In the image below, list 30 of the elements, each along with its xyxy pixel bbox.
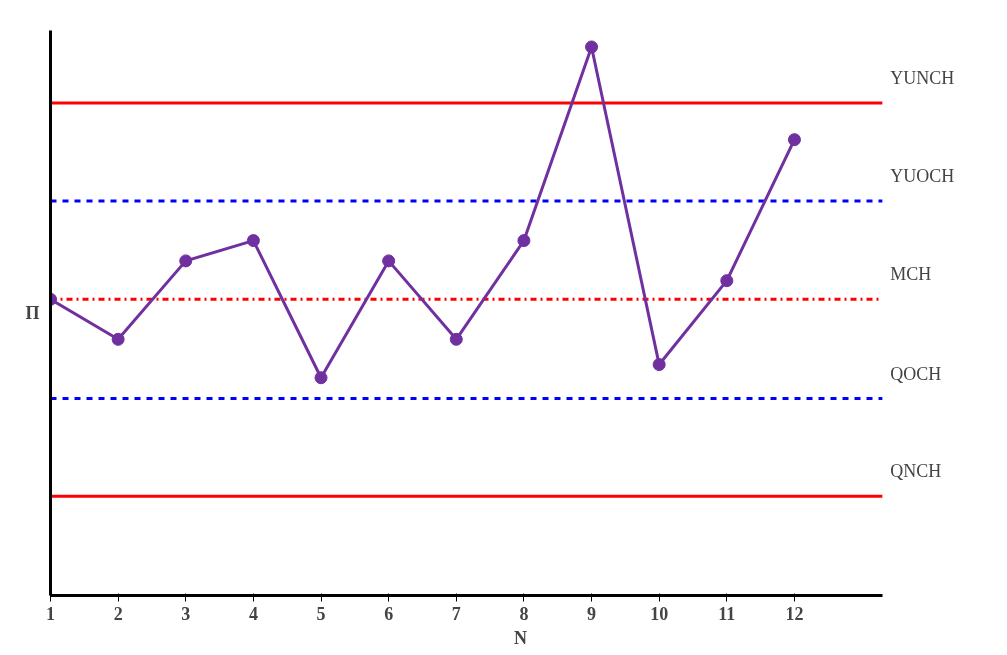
point xyxy=(179,254,193,268)
point xyxy=(787,133,801,147)
ref-line-label: MCH xyxy=(890,264,932,285)
x-tick-label: 4 xyxy=(248,603,258,624)
x-tick-label: 7 xyxy=(451,603,461,624)
ref-line-label: QNCH xyxy=(890,461,942,482)
point xyxy=(314,371,328,385)
x-tick-label: 11 xyxy=(718,603,736,624)
x-tick-label: 2 xyxy=(113,603,123,624)
x-tick-label: 5 xyxy=(316,603,326,624)
point xyxy=(585,40,599,54)
point xyxy=(720,274,734,288)
x-tick-label: 12 xyxy=(785,603,804,624)
ref-line-label: YUNCH xyxy=(890,67,955,88)
point xyxy=(382,254,396,268)
x-tick-label: 10 xyxy=(650,603,669,624)
ref-line-label: QOCH xyxy=(890,363,942,384)
ref-line-label: YUOCH xyxy=(890,166,955,187)
x-tick-label: 8 xyxy=(519,603,529,624)
point xyxy=(449,332,463,346)
x-tick-label: 3 xyxy=(181,603,191,624)
point xyxy=(652,358,666,372)
x-axis-title: N xyxy=(514,627,527,648)
x-tick-label: 1 xyxy=(46,603,55,624)
point xyxy=(517,234,531,248)
point xyxy=(246,234,260,248)
y-axis-title: Π xyxy=(25,303,40,323)
x-tick-label: 9 xyxy=(587,603,597,624)
x-tick-label: 6 xyxy=(384,603,394,624)
point xyxy=(111,332,125,346)
